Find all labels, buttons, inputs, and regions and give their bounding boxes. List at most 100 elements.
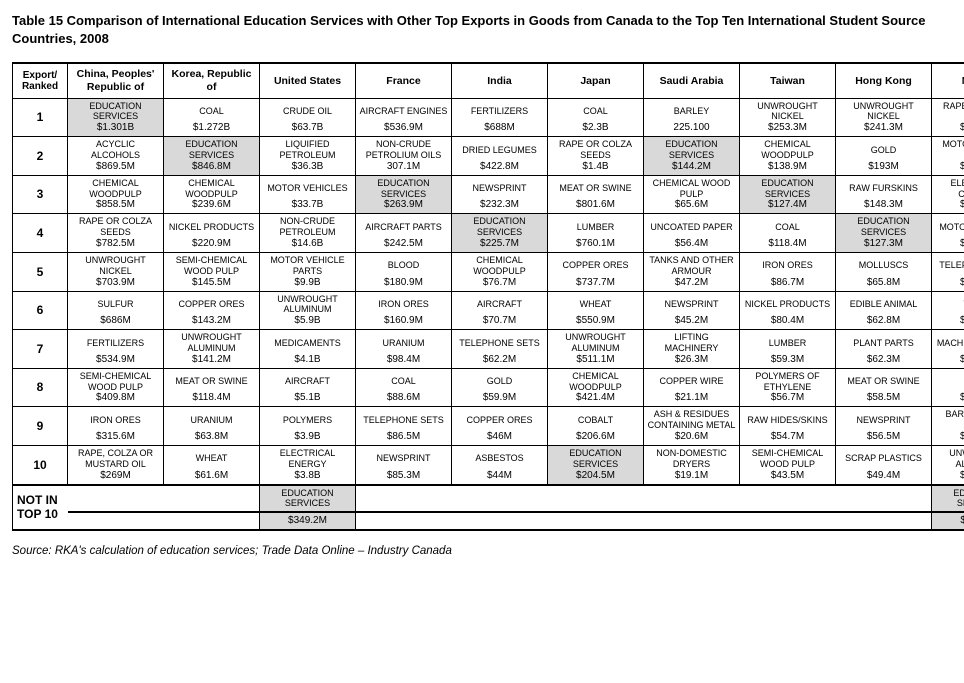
export-item: MOTOR VEHICLE PARTS [932, 137, 964, 161]
export-item: COPPER WIRE [644, 368, 740, 392]
export-value: $220.9M [164, 238, 260, 253]
export-value: $550.9M [548, 315, 644, 330]
export-item: MOTOR VEHICLE PARTS [260, 252, 356, 276]
export-value: $127.4M [740, 199, 836, 214]
export-item: ASBESTOS [452, 445, 548, 469]
table-row: $315.6M$63.8M$3.9B$86.5M$46M$206.6M$20.6… [13, 431, 964, 446]
rank-cell: 10 [13, 445, 68, 484]
export-item: COAL [356, 368, 452, 392]
export-value: 225.100 [644, 122, 740, 137]
export-item: COAL [932, 368, 964, 392]
export-item: CHEMICAL WOODPULP [68, 175, 164, 199]
export-item: RAW FURSKINS [836, 175, 932, 199]
export-item: NEWSPRINT [452, 175, 548, 199]
export-value: $138.9M [740, 161, 836, 176]
table-row: 8SEMI-CHEMICAL WOOD PULPMEAT OR SWINEAIR… [13, 368, 964, 392]
export-value: $133.2M [932, 431, 964, 446]
export-item: EDUCATION SERVICES [452, 214, 548, 238]
empty-cell [68, 485, 164, 513]
export-value: $59.9M [452, 392, 548, 407]
export-item: ACYCLIC ALCOHOLS [68, 137, 164, 161]
empty-cell [644, 512, 740, 530]
export-item: EDUCATION SERVICES [740, 175, 836, 199]
export-value: $3.9B [260, 431, 356, 446]
export-item: LUMBER [548, 214, 644, 238]
export-item: UNWROUGHT ALUMINUM [548, 330, 644, 354]
export-item: DRIED LEGUMES [452, 137, 548, 161]
export-item: LIFTING MACHINERY [644, 330, 740, 354]
export-value: $846.8M [164, 161, 260, 176]
export-value: $127.6M [932, 470, 964, 485]
export-value: $148.8M [932, 392, 964, 407]
export-value: $56.4M [644, 238, 740, 253]
export-value: $686M [68, 315, 164, 330]
empty-cell [836, 512, 932, 530]
empty-cell [836, 485, 932, 513]
table-row: 3CHEMICAL WOODPULPCHEMICAL WOODPULPMOTOR… [13, 175, 964, 199]
export-value: $1.301B [68, 122, 164, 137]
country-header: Japan [548, 63, 644, 98]
export-value: $63.7B [260, 122, 356, 137]
export-item: UNWROUGHT NICKEL [836, 98, 932, 122]
export-item: EDIBLE ANIMAL [836, 291, 932, 315]
export-value: $58.5M [836, 392, 932, 407]
export-value: $422.8M [452, 161, 548, 176]
export-item: CHEMICAL WOOD PULP [644, 175, 740, 199]
export-item: AIRCRAFT ENGINES [356, 98, 452, 122]
export-item: AIRCRAFT PARTS [356, 214, 452, 238]
export-item: LUMBER [740, 330, 836, 354]
export-value: $145.5M [164, 277, 260, 292]
export-item: ELECTRICAL ENERGY [260, 445, 356, 469]
table-row: 2ACYCLIC ALCOHOLSEDUCATION SERVICESLIQUI… [13, 137, 964, 161]
export-item: LIQUIFIED PETROLEUM [260, 137, 356, 161]
export-value: $536.9M [356, 122, 452, 137]
export-value: $315.6M [68, 431, 164, 446]
export-value: $62.8M [836, 315, 932, 330]
export-item: PLANT PARTS [836, 330, 932, 354]
export-value: $193M [836, 161, 932, 176]
export-item: BARS/RODS OF STEEL [932, 407, 964, 431]
empty-cell [644, 485, 740, 513]
export-value: $127.3M [836, 238, 932, 253]
table-row: 7FERTILIZERSUNWROUGHT ALUMINUMMEDICAMENT… [13, 330, 964, 354]
export-item: NON-DOMESTIC DRYERS [644, 445, 740, 469]
export-item: EDUCATION SERVICES [68, 98, 164, 122]
export-value: $56.5M [836, 431, 932, 446]
export-item: UNWROUGHT ALUMINUM [932, 445, 964, 469]
export-value: $479.2M [932, 161, 964, 176]
export-item: EDUCATION SERVICES [932, 485, 964, 513]
export-value: 307.1M [356, 161, 452, 176]
table-row: $409.8M$118.4M$5.1B$88.6M$59.9M$421.4M$2… [13, 392, 964, 407]
export-value: $821.5M [932, 122, 964, 137]
export-value: $332.9M [932, 238, 964, 253]
rank-cell: 6 [13, 291, 68, 330]
export-value: $232.3M [452, 199, 548, 214]
export-item: FERTILIZERS [68, 330, 164, 354]
country-header: France [356, 63, 452, 98]
export-item: EDUCATION SERVICES [836, 214, 932, 238]
export-item: WHEAT [548, 291, 644, 315]
export-item: URANIUM [164, 407, 260, 431]
table-row: 4RAPE OR COLZA SEEDSNICKEL PRODUCTSNON-C… [13, 214, 964, 238]
empty-cell [356, 512, 452, 530]
export-item: EDUCATION SERVICES [164, 137, 260, 161]
rank-cell: 2 [13, 137, 68, 176]
export-value: $33.7B [260, 199, 356, 214]
rank-header: Export/ Ranked [13, 63, 68, 98]
country-header: Korea, Republic of [164, 63, 260, 98]
export-value: $179.1M [932, 315, 964, 330]
export-value: $269M [68, 470, 164, 485]
export-item: NEWSPRINT [836, 407, 932, 431]
export-value: $173.6M [932, 354, 964, 369]
export-item: NICKEL PRODUCTS [164, 214, 260, 238]
table-row: $782.5M$220.9M$14.6B$242.5M$225.7M$760.1… [13, 238, 964, 253]
export-item: NICKEL PRODUCTS [740, 291, 836, 315]
export-item: COAL [548, 98, 644, 122]
export-value: $737.7M [548, 277, 644, 292]
empty-cell [740, 512, 836, 530]
export-value: $45.2M [644, 315, 740, 330]
export-value: $59.3M [740, 354, 836, 369]
export-value: $239.6M [164, 199, 260, 214]
export-item: MEDICAMENTS [260, 330, 356, 354]
table-row: $869.5M$846.8M$36.3B307.1M$422.8M$1.4B$1… [13, 161, 964, 176]
